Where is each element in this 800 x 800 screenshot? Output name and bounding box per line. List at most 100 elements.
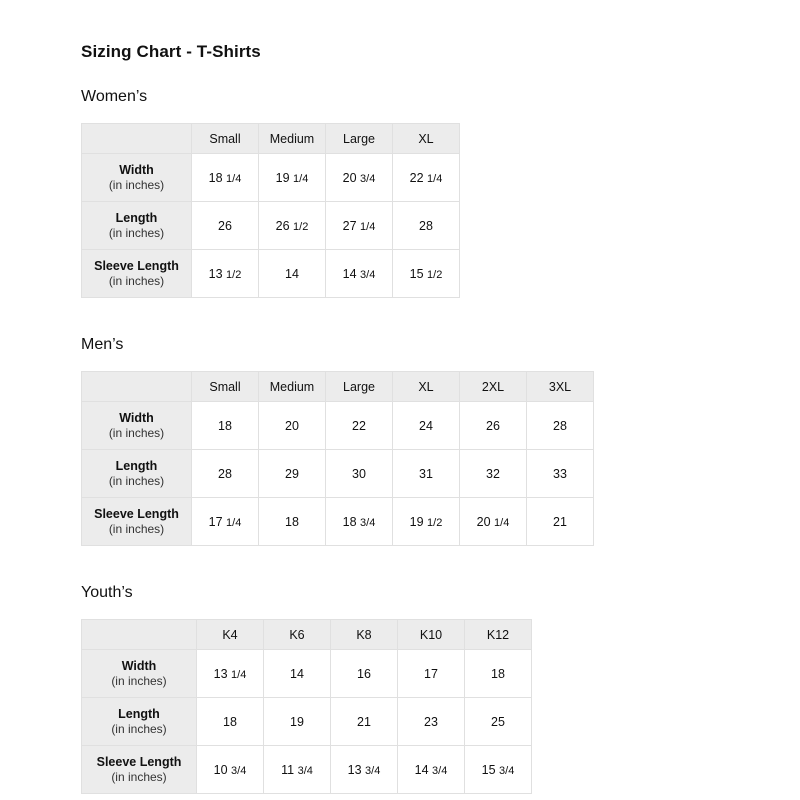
measurement-value: 17 1/4 <box>209 515 242 529</box>
measurement-value: 13 1/2 <box>209 267 242 281</box>
measurement-value: 29 <box>285 467 299 481</box>
measurement-whole: 18 <box>491 666 505 681</box>
table-row: Width (in inches) 18 20 22 24 26 28 <box>81 401 594 450</box>
measurement-fraction: 3/4 <box>432 764 448 777</box>
measurement-whole: 11 <box>281 762 295 777</box>
measurement-cell: 18 1/4 <box>191 153 259 202</box>
measurement-cell: 27 1/4 <box>325 201 393 250</box>
measurement-cell: 17 <box>397 649 465 698</box>
measurement-whole: 29 <box>285 466 299 481</box>
measurement-cell: 28 <box>392 201 460 250</box>
measurement-value: 11 3/4 <box>281 763 313 777</box>
measurement-cell: 25 <box>464 697 532 746</box>
measurement-cell: 11 3/4 <box>263 745 331 794</box>
measurement-cell: 18 3/4 <box>325 497 393 546</box>
sizing-section-mens: Men’s Small Medium Large XL 2XL 3XL Width (in in… <box>81 336 800 546</box>
measurement-cell: 17 1/4 <box>191 497 259 546</box>
row-label-cell: Width (in inches) <box>81 153 192 202</box>
measurement-cell: 14 <box>258 249 326 298</box>
measurement-cell: 14 3/4 <box>325 249 393 298</box>
measurement-whole: 19 <box>275 170 290 185</box>
measurement-cell: 15 1/2 <box>392 249 460 298</box>
measurement-fraction: 3/4 <box>231 764 247 777</box>
measurement-whole: 22 <box>352 418 366 433</box>
column-header-k4: K4 <box>196 619 264 650</box>
measurement-cell: 16 <box>330 649 398 698</box>
row-label-unit: (in inches) <box>108 177 165 192</box>
row-label-cell: Length (in inches) <box>81 201 192 250</box>
measurement-whole: 27 <box>342 218 357 233</box>
measurement-cell: 14 <box>263 649 331 698</box>
row-label-cell: Sleeve Length (in inches) <box>81 249 192 298</box>
measurement-whole: 31 <box>419 466 433 481</box>
measurement-value: 15 3/4 <box>482 763 515 777</box>
measurement-fraction: 3/4 <box>360 172 376 185</box>
measurement-cell: 23 <box>397 697 465 746</box>
measurement-whole: 20 <box>476 514 491 529</box>
row-label-unit: (in inches) <box>108 225 165 240</box>
measurement-cell: 20 3/4 <box>325 153 393 202</box>
measurement-whole: 26 <box>275 218 290 233</box>
measurement-cell: 29 <box>258 449 326 498</box>
measurement-whole: 20 <box>285 418 299 433</box>
table-corner-cell <box>81 619 197 650</box>
measurement-value: 15 1/2 <box>410 267 443 281</box>
measurement-whole: 10 <box>213 762 228 777</box>
measurement-value: 19 1/2 <box>410 515 443 529</box>
measurement-whole: 24 <box>419 418 433 433</box>
measurement-cell: 15 3/4 <box>464 745 532 794</box>
table-header-row: Small Medium Large XL <box>81 123 460 154</box>
section-title-mens: Men’s <box>81 336 124 353</box>
measurement-whole: 33 <box>553 466 567 481</box>
measurement-value: 14 3/4 <box>343 267 376 281</box>
measurement-value: 26 <box>218 219 232 233</box>
measurement-whole: 19 <box>409 514 424 529</box>
measurement-cell: 26 <box>191 201 259 250</box>
table-row: Length (in inches) 26 26 1/2 27 1/4 28 <box>81 201 460 250</box>
measurement-cell: 20 1/4 <box>459 497 527 546</box>
measurement-fraction: 1/2 <box>293 220 309 233</box>
measurement-value: 20 <box>285 419 299 433</box>
measurement-value: 19 <box>290 715 304 729</box>
section-title-youths: Youth’s <box>81 584 133 601</box>
measurement-whole: 13 <box>213 666 228 681</box>
measurement-fraction: 3/4 <box>499 764 515 777</box>
measurement-whole: 14 <box>290 666 304 681</box>
measurement-fraction: 1/4 <box>226 516 242 529</box>
measurement-cell: 13 3/4 <box>330 745 398 794</box>
measurement-value: 18 <box>285 515 299 529</box>
measurement-value: 10 3/4 <box>214 763 247 777</box>
measurement-whole: 18 <box>223 714 237 729</box>
measurement-whole: 32 <box>486 466 500 481</box>
measurement-value: 26 <box>486 419 500 433</box>
measurement-fraction: 3/4 <box>365 764 381 777</box>
column-header-medium: Medium <box>258 123 326 154</box>
sizing-section-youths: Youth’s K4 K6 K8 K10 K12 Width (in inches) 13 1/… <box>81 584 800 794</box>
column-header-k8: K8 <box>330 619 398 650</box>
table-row: Width (in inches) 18 1/4 19 1/4 20 3/4 22 1/4 <box>81 153 460 202</box>
row-label-main: Length <box>115 458 158 473</box>
measurement-cell: 28 <box>526 401 594 450</box>
measurement-cell: 18 <box>191 401 259 450</box>
row-label-unit: (in inches) <box>111 721 167 736</box>
column-header-2xl: 2XL <box>459 371 527 402</box>
measurement-whole: 28 <box>218 466 232 481</box>
measurement-whole: 14 <box>414 762 429 777</box>
measurement-fraction: 3/4 <box>360 516 376 529</box>
sizing-section-womens: Women’s Small Medium Large XL Width (in inches… <box>81 88 800 298</box>
measurement-whole: 18 <box>218 418 232 433</box>
measurement-cell: 21 <box>526 497 594 546</box>
measurement-whole: 18 <box>208 170 223 185</box>
row-label-main: Width <box>119 162 154 177</box>
column-header-small: Small <box>191 123 259 154</box>
measurement-cell: 13 1/4 <box>196 649 264 698</box>
measurement-fraction: 1/2 <box>427 516 443 529</box>
page-title: Sizing Chart - T-Shirts <box>81 42 261 61</box>
measurement-whole: 19 <box>290 714 304 729</box>
row-label-main: Sleeve Length <box>94 258 179 273</box>
measurement-whole: 21 <box>553 514 567 529</box>
measurement-value: 14 <box>285 267 299 281</box>
measurement-value: 24 <box>419 419 433 433</box>
column-header-k6: K6 <box>263 619 331 650</box>
